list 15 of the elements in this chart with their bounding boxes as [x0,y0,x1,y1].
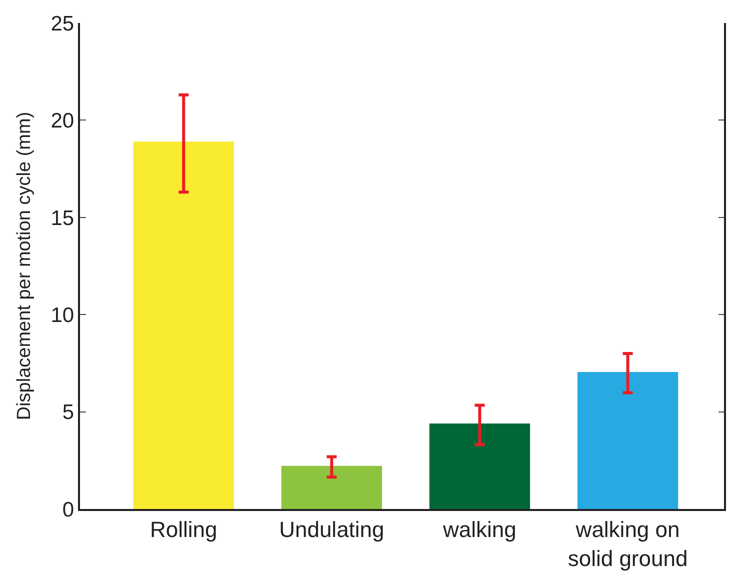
y-tick-label: 10 [50,304,74,327]
y-axis-title: Displacement per motion cycle (mm) [14,112,36,420]
x-tick-label: Rolling [150,517,218,542]
bar [577,372,678,509]
x-tick-label: Undulating [279,517,384,542]
bar [281,466,382,509]
bar [429,423,530,509]
y-tick-label: 15 [50,206,74,230]
bar [133,142,234,509]
x-tick-label: walking [442,517,516,542]
y-tick-label: 25 [50,12,74,36]
y-tick-label: 5 [62,401,74,424]
y-tick-label: 20 [50,110,74,133]
y-tick-label: 0 [62,498,74,522]
x-tick-label: walking on solid ground [568,517,688,571]
